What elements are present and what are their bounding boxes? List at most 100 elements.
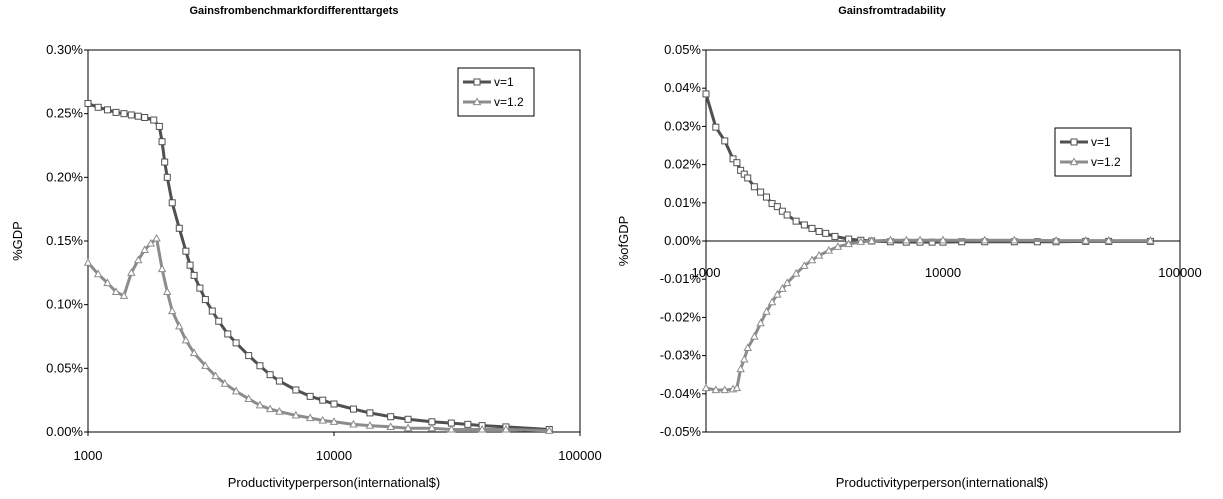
data-point bbox=[119, 291, 129, 299]
data-point bbox=[404, 415, 412, 423]
data-point bbox=[750, 183, 758, 191]
data-point bbox=[167, 306, 177, 315]
data-point bbox=[773, 203, 781, 211]
data-point bbox=[733, 159, 741, 167]
data-point bbox=[744, 174, 752, 182]
legend-label: v=1.2 bbox=[494, 95, 524, 109]
data-point bbox=[256, 362, 264, 370]
chart-2: Gainsfromtradability -0.05% -0.04% -0.03% -0… bbox=[616, 5, 1202, 490]
data-point bbox=[902, 235, 911, 244]
legend: v=1 v=1.2 bbox=[457, 67, 535, 117]
data-point bbox=[464, 420, 472, 428]
data-point bbox=[824, 245, 834, 254]
legend-marker bbox=[473, 78, 481, 86]
data-point bbox=[980, 235, 989, 244]
data-point bbox=[831, 232, 839, 240]
data-point bbox=[224, 330, 232, 338]
data-point bbox=[181, 335, 191, 344]
series-line bbox=[705, 238, 1151, 392]
data-point bbox=[141, 113, 149, 121]
y-tick-label: 0.01% bbox=[664, 195, 701, 210]
data-point bbox=[150, 116, 158, 124]
data-point bbox=[94, 103, 102, 111]
y-tick-label: 0.03% bbox=[664, 118, 701, 133]
data-point bbox=[330, 400, 338, 408]
legend-marker bbox=[1069, 157, 1079, 166]
x-tick-label: 10000 bbox=[316, 448, 352, 463]
chart-title: Gainsfromtradability bbox=[838, 5, 946, 17]
legend-box bbox=[457, 67, 535, 117]
data-point bbox=[736, 364, 745, 373]
x-tick-label: 1000 bbox=[692, 265, 721, 280]
data-point bbox=[783, 211, 791, 219]
data-point bbox=[140, 245, 149, 254]
x-tick-label: 100000 bbox=[558, 448, 601, 463]
data-point bbox=[815, 227, 823, 235]
data-point bbox=[84, 99, 92, 107]
legend-marker bbox=[1070, 138, 1078, 146]
data-point bbox=[318, 415, 327, 424]
chart-title: Gainsfrombenchmarkfordifferenttargets bbox=[189, 5, 398, 17]
y-tick-label: 0.05% bbox=[46, 360, 83, 375]
y-tick-label: 0.10% bbox=[46, 297, 83, 312]
legend: v=1 v=1.2 bbox=[1054, 127, 1132, 177]
data-point bbox=[856, 237, 866, 245]
data-point bbox=[182, 247, 190, 255]
data-point bbox=[386, 422, 395, 431]
data-point bbox=[120, 110, 128, 118]
data-point bbox=[133, 255, 143, 264]
y-tick-label: -0.04% bbox=[660, 386, 702, 401]
data-point bbox=[211, 371, 220, 380]
data-point bbox=[163, 173, 171, 181]
x-tick-label: 100000 bbox=[1158, 265, 1201, 280]
data-point bbox=[103, 278, 112, 287]
data-point bbox=[800, 261, 809, 269]
data-point bbox=[720, 385, 730, 394]
data-point bbox=[111, 287, 121, 296]
data-point bbox=[477, 424, 487, 433]
x-axis-label: Productivityperperson(international$) bbox=[228, 475, 440, 490]
data-point bbox=[365, 420, 375, 429]
data-point bbox=[1051, 235, 1061, 244]
data-point bbox=[155, 122, 163, 130]
data-point bbox=[800, 221, 808, 229]
data-point bbox=[266, 371, 274, 379]
data-point bbox=[175, 224, 183, 232]
data-point bbox=[189, 348, 199, 357]
data-point bbox=[292, 386, 300, 394]
data-point bbox=[231, 386, 241, 395]
data-point bbox=[291, 410, 301, 419]
data-point bbox=[545, 426, 554, 434]
data-point bbox=[403, 423, 413, 432]
data-point bbox=[721, 137, 729, 145]
y-tick-label: 0.00% bbox=[46, 424, 83, 439]
data-point bbox=[791, 268, 801, 277]
data-point bbox=[349, 419, 358, 428]
data-point bbox=[232, 339, 240, 347]
data-point bbox=[701, 383, 711, 392]
data-point bbox=[146, 238, 156, 247]
data-point bbox=[255, 400, 265, 409]
data-point bbox=[867, 236, 876, 245]
data-point bbox=[822, 229, 830, 237]
data-point bbox=[711, 385, 721, 394]
data-point bbox=[152, 233, 161, 242]
x-tick-label: 1000 bbox=[74, 448, 103, 463]
data-point bbox=[83, 258, 93, 266]
data-point bbox=[737, 166, 745, 174]
data-point bbox=[190, 271, 198, 279]
data-point bbox=[1010, 235, 1019, 244]
data-point bbox=[215, 317, 223, 325]
series-line bbox=[86, 237, 550, 433]
data-point bbox=[807, 255, 817, 264]
y-tick-label: 0.30% bbox=[46, 42, 83, 57]
data-point bbox=[127, 111, 135, 119]
data-point bbox=[886, 235, 895, 244]
legend-label: v=1 bbox=[494, 75, 514, 89]
data-point bbox=[447, 424, 456, 433]
data-point bbox=[245, 352, 253, 360]
data-point bbox=[427, 423, 437, 432]
data-point bbox=[712, 123, 720, 131]
data-point bbox=[201, 296, 209, 304]
